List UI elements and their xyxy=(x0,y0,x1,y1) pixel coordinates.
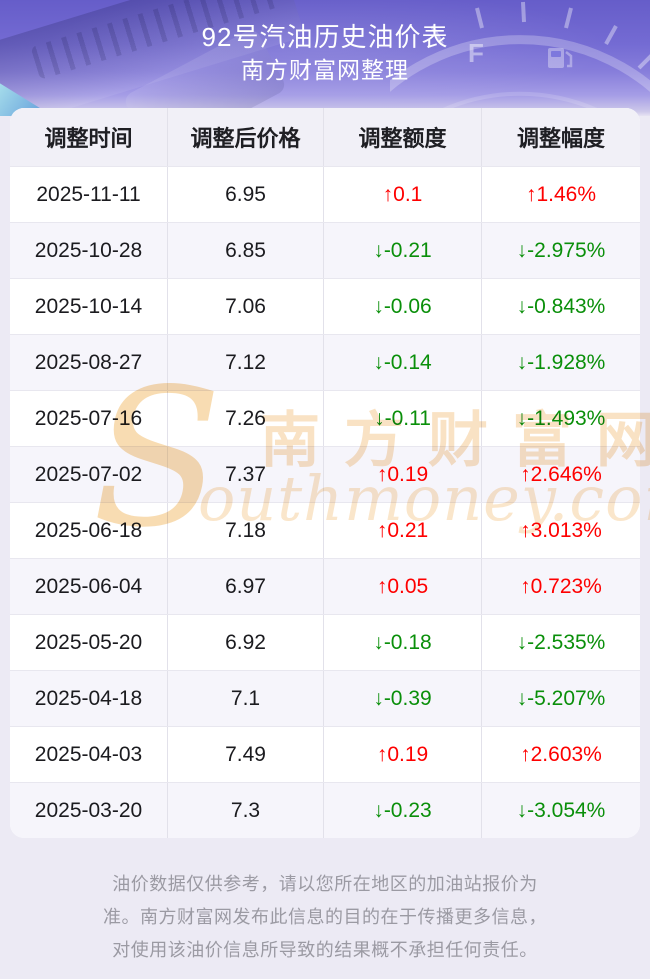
table-cell-date: 2025-08-27 xyxy=(34,350,143,374)
table-cell-price: 6.85 xyxy=(167,223,323,278)
table-cell-change: ↑0.1 xyxy=(323,167,481,222)
column-header-adjust-rate: 调整幅度 xyxy=(481,108,640,166)
table-cell-pct: ↓-0.843% xyxy=(481,279,640,334)
table-cell-change: ↑0.05 xyxy=(323,559,481,614)
table-cell-change: ↓-0.11 xyxy=(323,391,481,446)
table-cell-pct: ↑2.646% xyxy=(481,447,640,502)
table-cell-date: 2025-06-04 xyxy=(34,574,143,598)
table-body: 2025-11-11 6.95 ↑0.1 ↑1.46% 2025-10-28 6.85 ↓-… xyxy=(10,166,640,838)
fuel-gauge-icon: F xyxy=(390,1,650,116)
table-cell-date: 2025-07-16 xyxy=(34,406,143,430)
page-title: 92号汽油历史油价表 xyxy=(201,22,449,52)
column-header-adjust-time: 调整时间 xyxy=(44,126,133,151)
table-cell-price: 7.37 xyxy=(167,447,323,502)
table-cell-date: 2025-03-20 xyxy=(34,798,143,822)
table-cell-change: ↓-0.23 xyxy=(323,783,481,838)
table-cell-price: 7.3 xyxy=(167,783,323,838)
table-cell-price: 6.92 xyxy=(167,615,323,670)
hero-header: F 92号汽油历史油价表 南方财富网整理 xyxy=(0,0,650,116)
table-cell-change: ↑0.19 xyxy=(323,447,481,502)
table-row: 2025-11-11 6.95 ↑0.1 ↑1.46% xyxy=(10,166,640,222)
table-cell-pct: ↓-1.493% xyxy=(481,391,640,446)
table-cell-pct: ↓-2.975% xyxy=(481,223,640,278)
hero-glow-decoration xyxy=(0,0,650,116)
table-cell-date: 2025-05-20 xyxy=(34,630,143,654)
table-row: 2025-04-03 7.49 ↑0.19 ↑2.603% xyxy=(10,726,640,782)
table-cell-pct: ↓-3.054% xyxy=(481,783,640,838)
table-cell-pct: ↓-5.207% xyxy=(481,671,640,726)
gauge-full-label: F xyxy=(468,38,484,68)
table-cell-date: 2025-10-14 xyxy=(34,294,143,318)
column-header-adjusted-price: 调整后价格 xyxy=(167,108,323,166)
table-cell-price: 7.1 xyxy=(167,671,323,726)
table-cell-pct: ↑0.723% xyxy=(481,559,640,614)
table-cell-change: ↑0.21 xyxy=(323,503,481,558)
table-cell-price: 7.06 xyxy=(167,279,323,334)
table-cell-date: 2025-10-28 xyxy=(34,238,143,262)
table-cell-pct: ↑1.46% xyxy=(481,167,640,222)
table-row: 2025-08-27 7.12 ↓-0.14 ↓-1.928% xyxy=(10,334,640,390)
page-subtitle: 南方财富网整理 xyxy=(241,57,409,83)
disclaimer-line: 对使用该油价信息所导致的结果概不承担任何责任。 xyxy=(112,940,538,960)
table-cell-pct: ↓-2.535% xyxy=(481,615,640,670)
table-cell-date: 2025-04-03 xyxy=(34,742,143,766)
table-cell-price: 7.12 xyxy=(167,335,323,390)
table-row: 2025-06-18 7.18 ↑0.21 ↑3.013% xyxy=(10,502,640,558)
table-cell-date: 2025-07-02 xyxy=(34,462,143,486)
table-row: 2025-04-18 7.1 ↓-0.39 ↓-5.207% xyxy=(10,670,640,726)
table-row: 2025-10-14 7.06 ↓-0.06 ↓-0.843% xyxy=(10,278,640,334)
table-cell-change: ↓-0.18 xyxy=(323,615,481,670)
table-cell-change: ↓-0.14 xyxy=(323,335,481,390)
column-header-adjust-amount: 调整额度 xyxy=(323,108,481,166)
disclaimer: 油价数据仅供参考，请以您所在地区的加油站报价为 准。南方财富网发布此信息的目的在… xyxy=(0,838,650,967)
gauge-pump-icon xyxy=(548,48,573,68)
table-header-row: 调整时间 调整后价格 调整额度 调整幅度 xyxy=(10,108,640,166)
table-row: 2025-03-20 7.3 ↓-0.23 ↓-3.054% xyxy=(10,782,640,838)
table-cell-price: 7.18 xyxy=(167,503,323,558)
table-cell-price: 7.26 xyxy=(167,391,323,446)
table-cell-price: 7.49 xyxy=(167,727,323,782)
table-cell-price: 6.97 xyxy=(167,559,323,614)
table-cell-date: 2025-04-18 xyxy=(34,686,143,710)
table-cell-date: 2025-06-18 xyxy=(34,518,143,542)
price-table: 调整时间 调整后价格 调整额度 调整幅度 2025-11-11 6.95 ↑0.1 ↑… xyxy=(10,108,640,838)
table-cell-price: 6.95 xyxy=(167,167,323,222)
table-cell-change: ↑0.19 xyxy=(323,727,481,782)
table-cell-change: ↓-0.21 xyxy=(323,223,481,278)
disclaimer-line: 油价数据仅供参考，请以您所在地区的加油站报价为 xyxy=(112,874,538,894)
disclaimer-line: 准。南方财富网发布此信息的目的在于传播更多信息， xyxy=(103,907,547,927)
table-cell-pct: ↑2.603% xyxy=(481,727,640,782)
table-row: 2025-06-04 6.97 ↑0.05 ↑0.723% xyxy=(10,558,640,614)
table-cell-pct: ↑3.013% xyxy=(481,503,640,558)
table-row: 2025-07-16 7.26 ↓-0.11 ↓-1.493% xyxy=(10,390,640,446)
table-cell-pct: ↓-1.928% xyxy=(481,335,640,390)
table-row: 2025-10-28 6.85 ↓-0.21 ↓-2.975% xyxy=(10,222,640,278)
table-row: 2025-07-02 7.37 ↑0.19 ↑2.646% xyxy=(10,446,640,502)
table-cell-change: ↓-0.06 xyxy=(323,279,481,334)
table-cell-change: ↓-0.39 xyxy=(323,671,481,726)
table-cell-date: 2025-11-11 xyxy=(36,182,141,206)
table-row: 2025-05-20 6.92 ↓-0.18 ↓-2.535% xyxy=(10,614,640,670)
